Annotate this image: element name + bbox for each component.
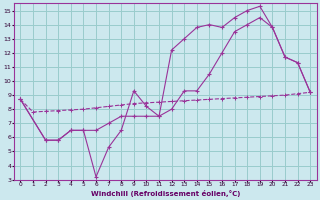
- X-axis label: Windchill (Refroidissement éolien,°C): Windchill (Refroidissement éolien,°C): [91, 190, 240, 197]
